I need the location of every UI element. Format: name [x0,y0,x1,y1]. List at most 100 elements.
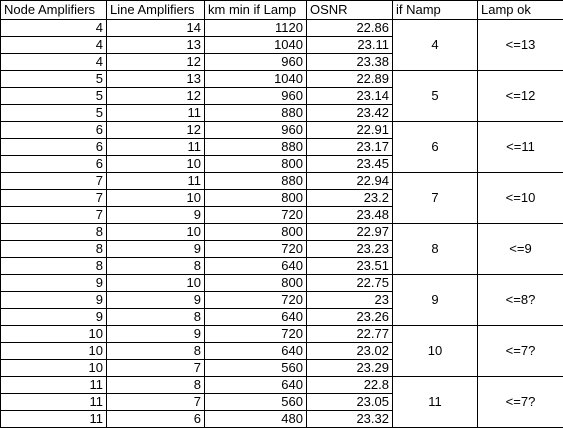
cell-km-min[interactable]: 640 [205,377,307,394]
cell-km-min[interactable]: 800 [205,190,307,207]
cell-node-amplifiers[interactable]: 11 [1,377,107,394]
cell-osnr[interactable]: 23.48 [307,207,393,224]
cell-if-namp[interactable]: 4 [393,20,478,71]
cell-if-namp[interactable]: 10 [393,326,478,377]
cell-km-min[interactable]: 480 [205,411,307,428]
cell-km-min[interactable]: 800 [205,224,307,241]
cell-osnr[interactable]: 23.02 [307,343,393,360]
cell-lamp-ok[interactable]: <=12 [478,71,563,122]
cell-line-amplifiers[interactable]: 13 [107,37,205,54]
cell-if-namp[interactable]: 8 [393,224,478,275]
cell-osnr[interactable]: 23.11 [307,37,393,54]
cell-line-amplifiers[interactable]: 11 [107,139,205,156]
cell-osnr[interactable]: 23.26 [307,309,393,326]
cell-km-min[interactable]: 880 [205,173,307,190]
cell-km-min[interactable]: 800 [205,275,307,292]
header-if-namp[interactable]: if Namp [393,1,478,20]
cell-node-amplifiers[interactable]: 11 [1,394,107,411]
cell-node-amplifiers[interactable]: 6 [1,156,107,173]
cell-osnr[interactable]: 22.91 [307,122,393,139]
cell-osnr[interactable]: 23.38 [307,54,393,71]
cell-osnr[interactable]: 23.32 [307,411,393,428]
cell-line-amplifiers[interactable]: 12 [107,54,205,71]
cell-line-amplifiers[interactable]: 7 [107,394,205,411]
cell-line-amplifiers[interactable]: 8 [107,343,205,360]
cell-line-amplifiers[interactable]: 11 [107,173,205,190]
cell-if-namp[interactable]: 7 [393,173,478,224]
cell-osnr[interactable]: 22.86 [307,20,393,37]
cell-node-amplifiers[interactable]: 9 [1,275,107,292]
cell-line-amplifiers[interactable]: 10 [107,190,205,207]
cell-km-min[interactable]: 560 [205,360,307,377]
cell-osnr[interactable]: 23.2 [307,190,393,207]
cell-osnr[interactable]: 22.94 [307,173,393,190]
cell-node-amplifiers[interactable]: 5 [1,105,107,122]
cell-km-min[interactable]: 560 [205,394,307,411]
cell-osnr[interactable]: 22.97 [307,224,393,241]
cell-lamp-ok[interactable]: <=13 [478,20,563,71]
cell-line-amplifiers[interactable]: 10 [107,275,205,292]
cell-osnr[interactable]: 23.45 [307,156,393,173]
cell-node-amplifiers[interactable]: 4 [1,20,107,37]
cell-osnr[interactable]: 22.8 [307,377,393,394]
cell-lamp-ok[interactable]: <=9 [478,224,563,275]
cell-km-min[interactable]: 720 [205,326,307,343]
cell-lamp-ok[interactable]: <=8? [478,275,563,326]
cell-node-amplifiers[interactable]: 11 [1,411,107,428]
cell-line-amplifiers[interactable]: 9 [107,326,205,343]
cell-km-min[interactable]: 640 [205,258,307,275]
cell-osnr[interactable]: 23.14 [307,88,393,105]
cell-osnr[interactable]: 23 [307,292,393,309]
cell-node-amplifiers[interactable]: 4 [1,37,107,54]
cell-if-namp[interactable]: 5 [393,71,478,122]
cell-line-amplifiers[interactable]: 9 [107,207,205,224]
cell-lamp-ok[interactable]: <=7? [478,326,563,377]
cell-node-amplifiers[interactable]: 8 [1,224,107,241]
cell-line-amplifiers[interactable]: 10 [107,224,205,241]
cell-node-amplifiers[interactable]: 10 [1,343,107,360]
cell-km-min[interactable]: 800 [205,156,307,173]
cell-km-min[interactable]: 640 [205,309,307,326]
header-line-amplifiers[interactable]: Line Amplifiers [107,1,205,20]
cell-km-min[interactable]: 1120 [205,20,307,37]
cell-osnr[interactable]: 23.42 [307,105,393,122]
cell-node-amplifiers[interactable]: 10 [1,326,107,343]
cell-node-amplifiers[interactable]: 8 [1,258,107,275]
cell-if-namp[interactable]: 6 [393,122,478,173]
cell-node-amplifiers[interactable]: 7 [1,207,107,224]
cell-km-min[interactable]: 960 [205,122,307,139]
cell-km-min[interactable]: 720 [205,207,307,224]
cell-km-min[interactable]: 960 [205,88,307,105]
cell-line-amplifiers[interactable]: 14 [107,20,205,37]
cell-node-amplifiers[interactable]: 5 [1,71,107,88]
cell-line-amplifiers[interactable]: 9 [107,292,205,309]
cell-if-namp[interactable]: 9 [393,275,478,326]
cell-osnr[interactable]: 23.23 [307,241,393,258]
header-km-min-if-lamp[interactable]: km min if Lamp [205,1,307,20]
cell-line-amplifiers[interactable]: 12 [107,88,205,105]
cell-lamp-ok[interactable]: <=11 [478,122,563,173]
cell-node-amplifiers[interactable]: 9 [1,309,107,326]
cell-km-min[interactable]: 1040 [205,37,307,54]
cell-km-min[interactable]: 720 [205,292,307,309]
cell-lamp-ok[interactable]: <=7? [478,377,563,428]
cell-osnr[interactable]: 23.51 [307,258,393,275]
header-osnr[interactable]: OSNR [307,1,393,20]
cell-node-amplifiers[interactable]: 7 [1,173,107,190]
cell-osnr[interactable]: 23.29 [307,360,393,377]
cell-node-amplifiers[interactable]: 6 [1,139,107,156]
cell-line-amplifiers[interactable]: 11 [107,105,205,122]
cell-line-amplifiers[interactable]: 8 [107,377,205,394]
cell-km-min[interactable]: 640 [205,343,307,360]
cell-node-amplifiers[interactable]: 7 [1,190,107,207]
cell-line-amplifiers[interactable]: 13 [107,71,205,88]
header-lamp-ok[interactable]: Lamp ok [478,1,563,20]
cell-line-amplifiers[interactable]: 6 [107,411,205,428]
cell-km-min[interactable]: 880 [205,139,307,156]
cell-osnr[interactable]: 23.17 [307,139,393,156]
cell-line-amplifiers[interactable]: 10 [107,156,205,173]
cell-node-amplifiers[interactable]: 4 [1,54,107,71]
cell-osnr[interactable]: 22.89 [307,71,393,88]
cell-osnr[interactable]: 23.05 [307,394,393,411]
cell-node-amplifiers[interactable]: 8 [1,241,107,258]
